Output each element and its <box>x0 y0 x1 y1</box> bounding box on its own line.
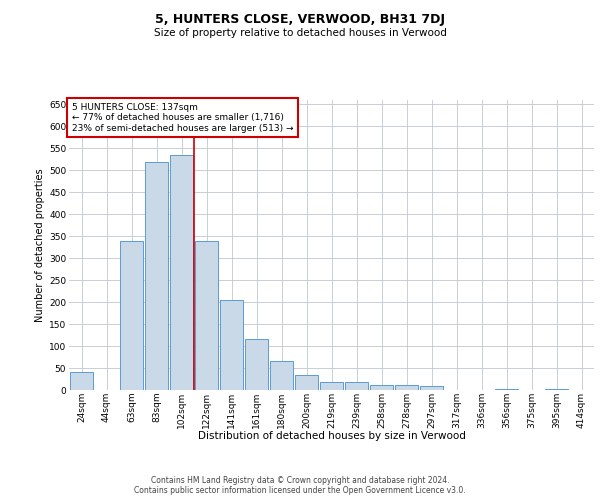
Bar <box>344 382 368 390</box>
Bar <box>494 388 518 390</box>
Bar <box>145 162 169 390</box>
Text: 5 HUNTERS CLOSE: 137sqm
← 77% of detached houses are smaller (1,716)
23% of semi: 5 HUNTERS CLOSE: 137sqm ← 77% of detache… <box>71 103 293 132</box>
Bar <box>370 384 394 390</box>
Bar <box>295 374 319 390</box>
Bar <box>70 372 94 390</box>
Bar <box>545 389 568 390</box>
Bar <box>220 300 244 390</box>
Bar <box>269 362 293 390</box>
Text: Contains HM Land Registry data © Crown copyright and database right 2024.
Contai: Contains HM Land Registry data © Crown c… <box>134 476 466 495</box>
Text: 5, HUNTERS CLOSE, VERWOOD, BH31 7DJ: 5, HUNTERS CLOSE, VERWOOD, BH31 7DJ <box>155 12 445 26</box>
Bar <box>395 384 418 390</box>
Bar <box>194 240 218 390</box>
Bar <box>170 155 193 390</box>
Y-axis label: Number of detached properties: Number of detached properties <box>35 168 45 322</box>
Bar <box>419 386 443 390</box>
Bar <box>320 382 343 390</box>
X-axis label: Distribution of detached houses by size in Verwood: Distribution of detached houses by size … <box>197 430 466 440</box>
Bar <box>245 340 268 390</box>
Text: Size of property relative to detached houses in Verwood: Size of property relative to detached ho… <box>154 28 446 38</box>
Bar <box>119 240 143 390</box>
